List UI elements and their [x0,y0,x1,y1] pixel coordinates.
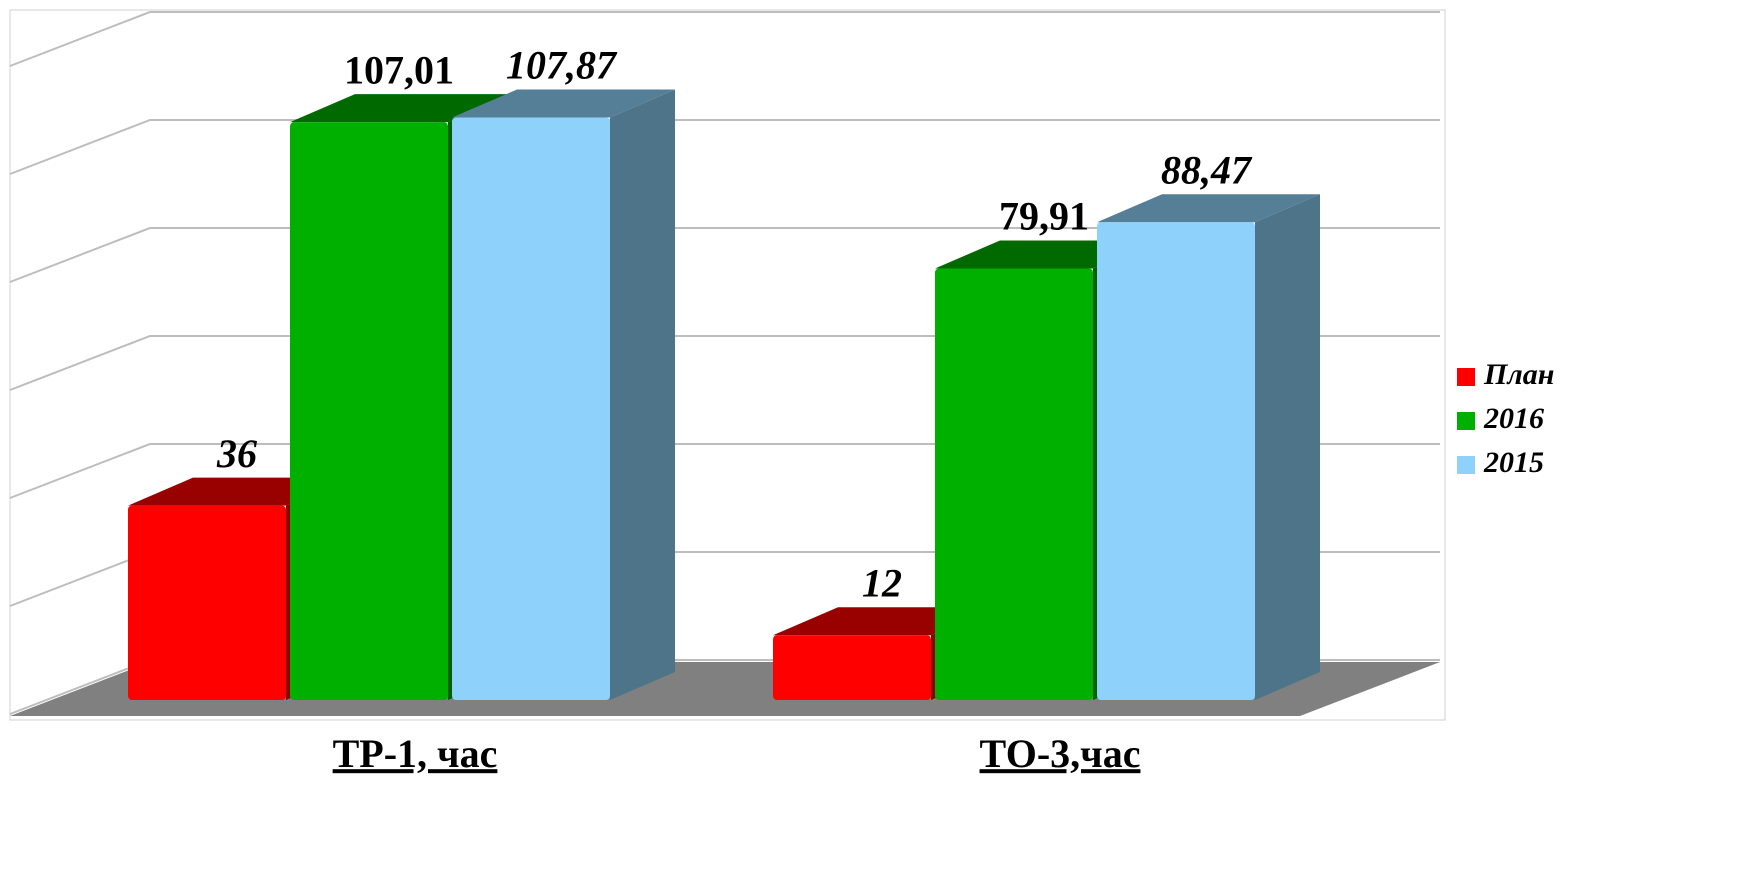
bar-top [1097,194,1320,223]
x-tick-label: ТО-3,час [980,731,1141,776]
bar [290,122,448,700]
legend-swatch [1457,456,1475,474]
data-label: 12 [862,560,902,605]
legend-swatch [1457,412,1475,430]
bar [128,505,286,700]
bar-side [1255,194,1320,700]
x-tick-label: ТР-1, час [333,731,498,776]
bar [935,268,1093,700]
legend-label: 2016 [1483,402,1544,435]
bar-top [452,89,675,118]
data-label: 107,87 [506,43,618,88]
grid-line [9,227,1440,283]
data-label: 107,01 [344,47,454,92]
grid-line [9,119,1440,175]
legend-label: 2015 [1483,446,1544,479]
bar-side [610,89,675,700]
grid-line [9,11,1440,67]
bar [773,635,931,700]
bar [1097,222,1255,700]
legend-swatch [1457,368,1475,386]
bar [452,117,610,700]
data-label: 79,91 [999,194,1089,239]
data-label: 88,47 [1161,147,1253,192]
data-label: 36 [216,431,257,476]
bar-top [290,94,513,123]
legend-label: План [1483,358,1554,391]
